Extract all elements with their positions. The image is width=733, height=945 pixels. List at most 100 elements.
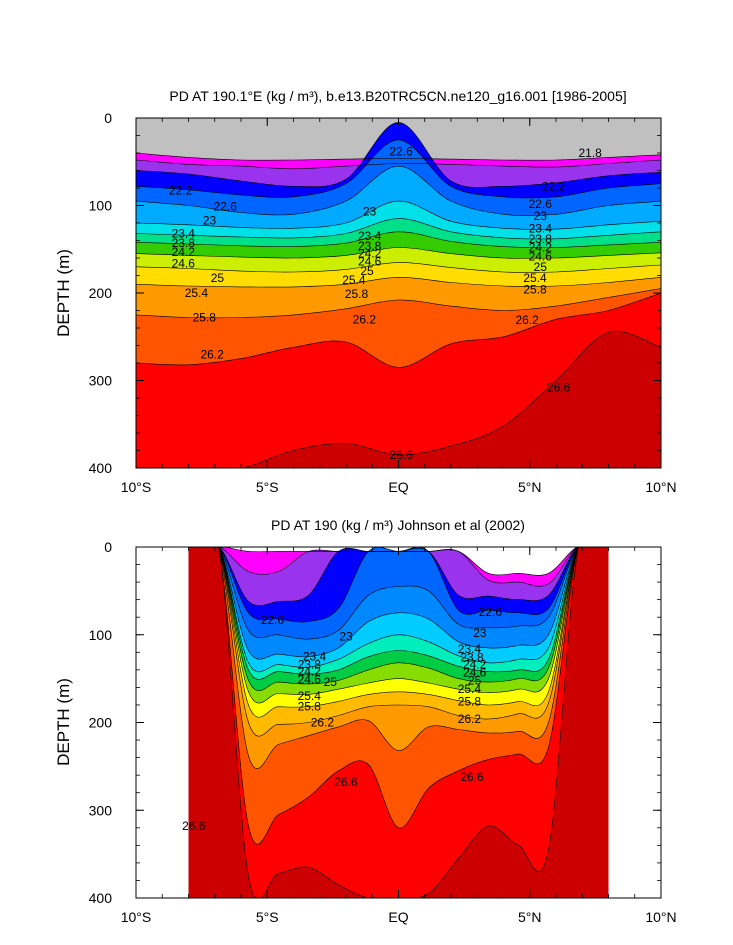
isopycnal-23.4 — [136, 200, 661, 230]
contour-label: 25.4 — [458, 682, 482, 696]
contour-label: 24.2 — [298, 665, 322, 679]
isopycnal-26.2 — [136, 292, 661, 368]
contour-label: 23 — [534, 209, 548, 223]
contour-label: 21.8 — [578, 146, 602, 160]
isopycnal-23.8 — [136, 218, 661, 240]
model-panel-title: PD AT 190.1°E (kg / m³), b.e13.B20TRC5CN… — [169, 88, 626, 104]
isopycnal-24.2 — [136, 231, 661, 248]
model-axes: 10°S 5°S EQ 5°N 10°N 0 100 200 300 400 — [89, 110, 677, 495]
contour-label: 23.4 — [172, 227, 196, 241]
contour-label: 24.6 — [463, 665, 487, 679]
y-tick-label: 400 — [89, 460, 113, 476]
density-band-26.6 — [188, 547, 609, 898]
isopycnal-21.4 — [136, 152, 661, 161]
obs-plot-area — [188, 547, 609, 898]
density-band-27 — [188, 547, 609, 898]
model-plot-area — [136, 118, 661, 468]
contour-label: 24.6 — [529, 249, 553, 263]
isopycnal-25.8 — [218, 547, 579, 737]
contour-label: 23.4 — [358, 229, 382, 243]
contour-label: 22.6 — [529, 197, 553, 211]
contour-label: 25.8 — [458, 694, 482, 708]
contour-label: 24.6 — [358, 255, 382, 269]
contour-label: 23.4 — [529, 221, 553, 235]
contour-label: 24.2 — [358, 247, 382, 261]
contour-label: 23 — [473, 626, 487, 640]
isopycnal-25.4 — [218, 547, 579, 718]
isopycnal-25 — [136, 262, 661, 273]
isopycnal-24.2 — [218, 547, 579, 680]
contour-label: 22.6 — [214, 199, 238, 213]
obs-y-axis-label: DEPTH (m) — [54, 678, 73, 766]
x-tick-label: EQ — [388, 909, 408, 925]
y-tick-label: 300 — [89, 373, 113, 389]
x-tick-label: 5°S — [256, 479, 279, 495]
contour-label: 22.6 — [389, 144, 413, 158]
y-tick-label: 0 — [104, 110, 112, 126]
contour-label: 25.8 — [345, 287, 369, 301]
contour-label: 25 — [324, 675, 338, 689]
contour-label: 23.8 — [358, 239, 382, 253]
contour-label: 23.8 — [529, 232, 553, 246]
contour-label: 23 — [203, 213, 217, 227]
contour-label: 25 — [211, 271, 225, 285]
obs-panel: PD AT 190 (kg / m³) Johnson et al (2002)… — [54, 517, 677, 925]
y-tick-label: 200 — [89, 285, 113, 301]
contour-label: 25 — [534, 260, 548, 274]
y-tick-label: 300 — [89, 802, 113, 818]
contour-label: 24.6 — [172, 256, 196, 270]
contour-label: 23.8 — [460, 651, 484, 665]
contour-label: 26.2 — [353, 312, 377, 326]
isopycnal-24.6 — [218, 547, 579, 692]
contour-label: 26.6 — [460, 770, 484, 784]
contour-label: 22.6 — [479, 605, 503, 619]
contour-label: 22.2 — [169, 184, 193, 198]
contour-label: 23.8 — [172, 236, 196, 250]
contour-label: 22.2 — [542, 179, 566, 193]
contour-label: 26.6 — [547, 381, 571, 395]
model-panel: PD AT 190.1°E (kg / m³), b.e13.B20TRC5CN… — [54, 88, 677, 495]
contour-label: 23.4 — [303, 650, 327, 664]
contour-label: 25.8 — [298, 700, 322, 714]
x-tick-label: 10°S — [121, 479, 152, 495]
contour-label: 26.2 — [458, 712, 482, 726]
obs-contour-labels: 22.622.623 2323.423.423.823.824.224.224.6… — [182, 605, 502, 833]
contour-label: 24.2 — [463, 658, 487, 672]
contour-label: 24.6 — [298, 673, 322, 687]
isopycnal-23 — [218, 547, 579, 640]
x-tick-label: 5°N — [518, 909, 542, 925]
y-tick-label: 100 — [89, 627, 113, 643]
x-tick-label: EQ — [388, 479, 408, 495]
contour-label: 25.8 — [193, 311, 217, 325]
contour-label: 26.6 — [182, 819, 206, 833]
isopycnal-25.8 — [136, 288, 661, 319]
isopycnal-25.4 — [136, 276, 661, 288]
isopycnal-26.6 — [136, 331, 661, 468]
contour-label: 26.2 — [311, 716, 335, 730]
contour-label: 24.2 — [529, 241, 553, 255]
contour-label: 26.2 — [200, 347, 224, 361]
isopycnal-23 — [136, 165, 661, 216]
contour-label: 26.6 — [389, 448, 413, 462]
isopycnal-25 — [218, 547, 579, 704]
contour-label: 26.6 — [334, 775, 358, 789]
x-tick-label: 5°N — [518, 479, 542, 495]
model-y-axis-label: DEPTH (m) — [54, 249, 73, 337]
y-tick-label: 200 — [89, 715, 113, 731]
isopycnal-21.8 — [136, 159, 661, 170]
density-band-26.6 — [136, 331, 661, 468]
contour-label: 25 — [360, 264, 374, 278]
contour-label: 26.2 — [515, 313, 539, 327]
contour-label: 25.4 — [523, 271, 547, 285]
contour-label: 23.8 — [298, 658, 322, 672]
x-tick-label: 5°S — [256, 909, 279, 925]
isopycnal-27 — [218, 547, 579, 898]
obs-axes: 10°S 5°S EQ 5°N 10°N 0 100 200 300 400 — [89, 539, 677, 925]
obs-panel-title: PD AT 190 (kg / m³) Johnson et al (2002) — [271, 517, 525, 533]
isopycnal-22.6 — [136, 139, 661, 199]
x-tick-label: 10°S — [121, 909, 152, 925]
isopycnal-23.4 — [218, 547, 579, 660]
y-tick-label: 0 — [104, 539, 112, 555]
